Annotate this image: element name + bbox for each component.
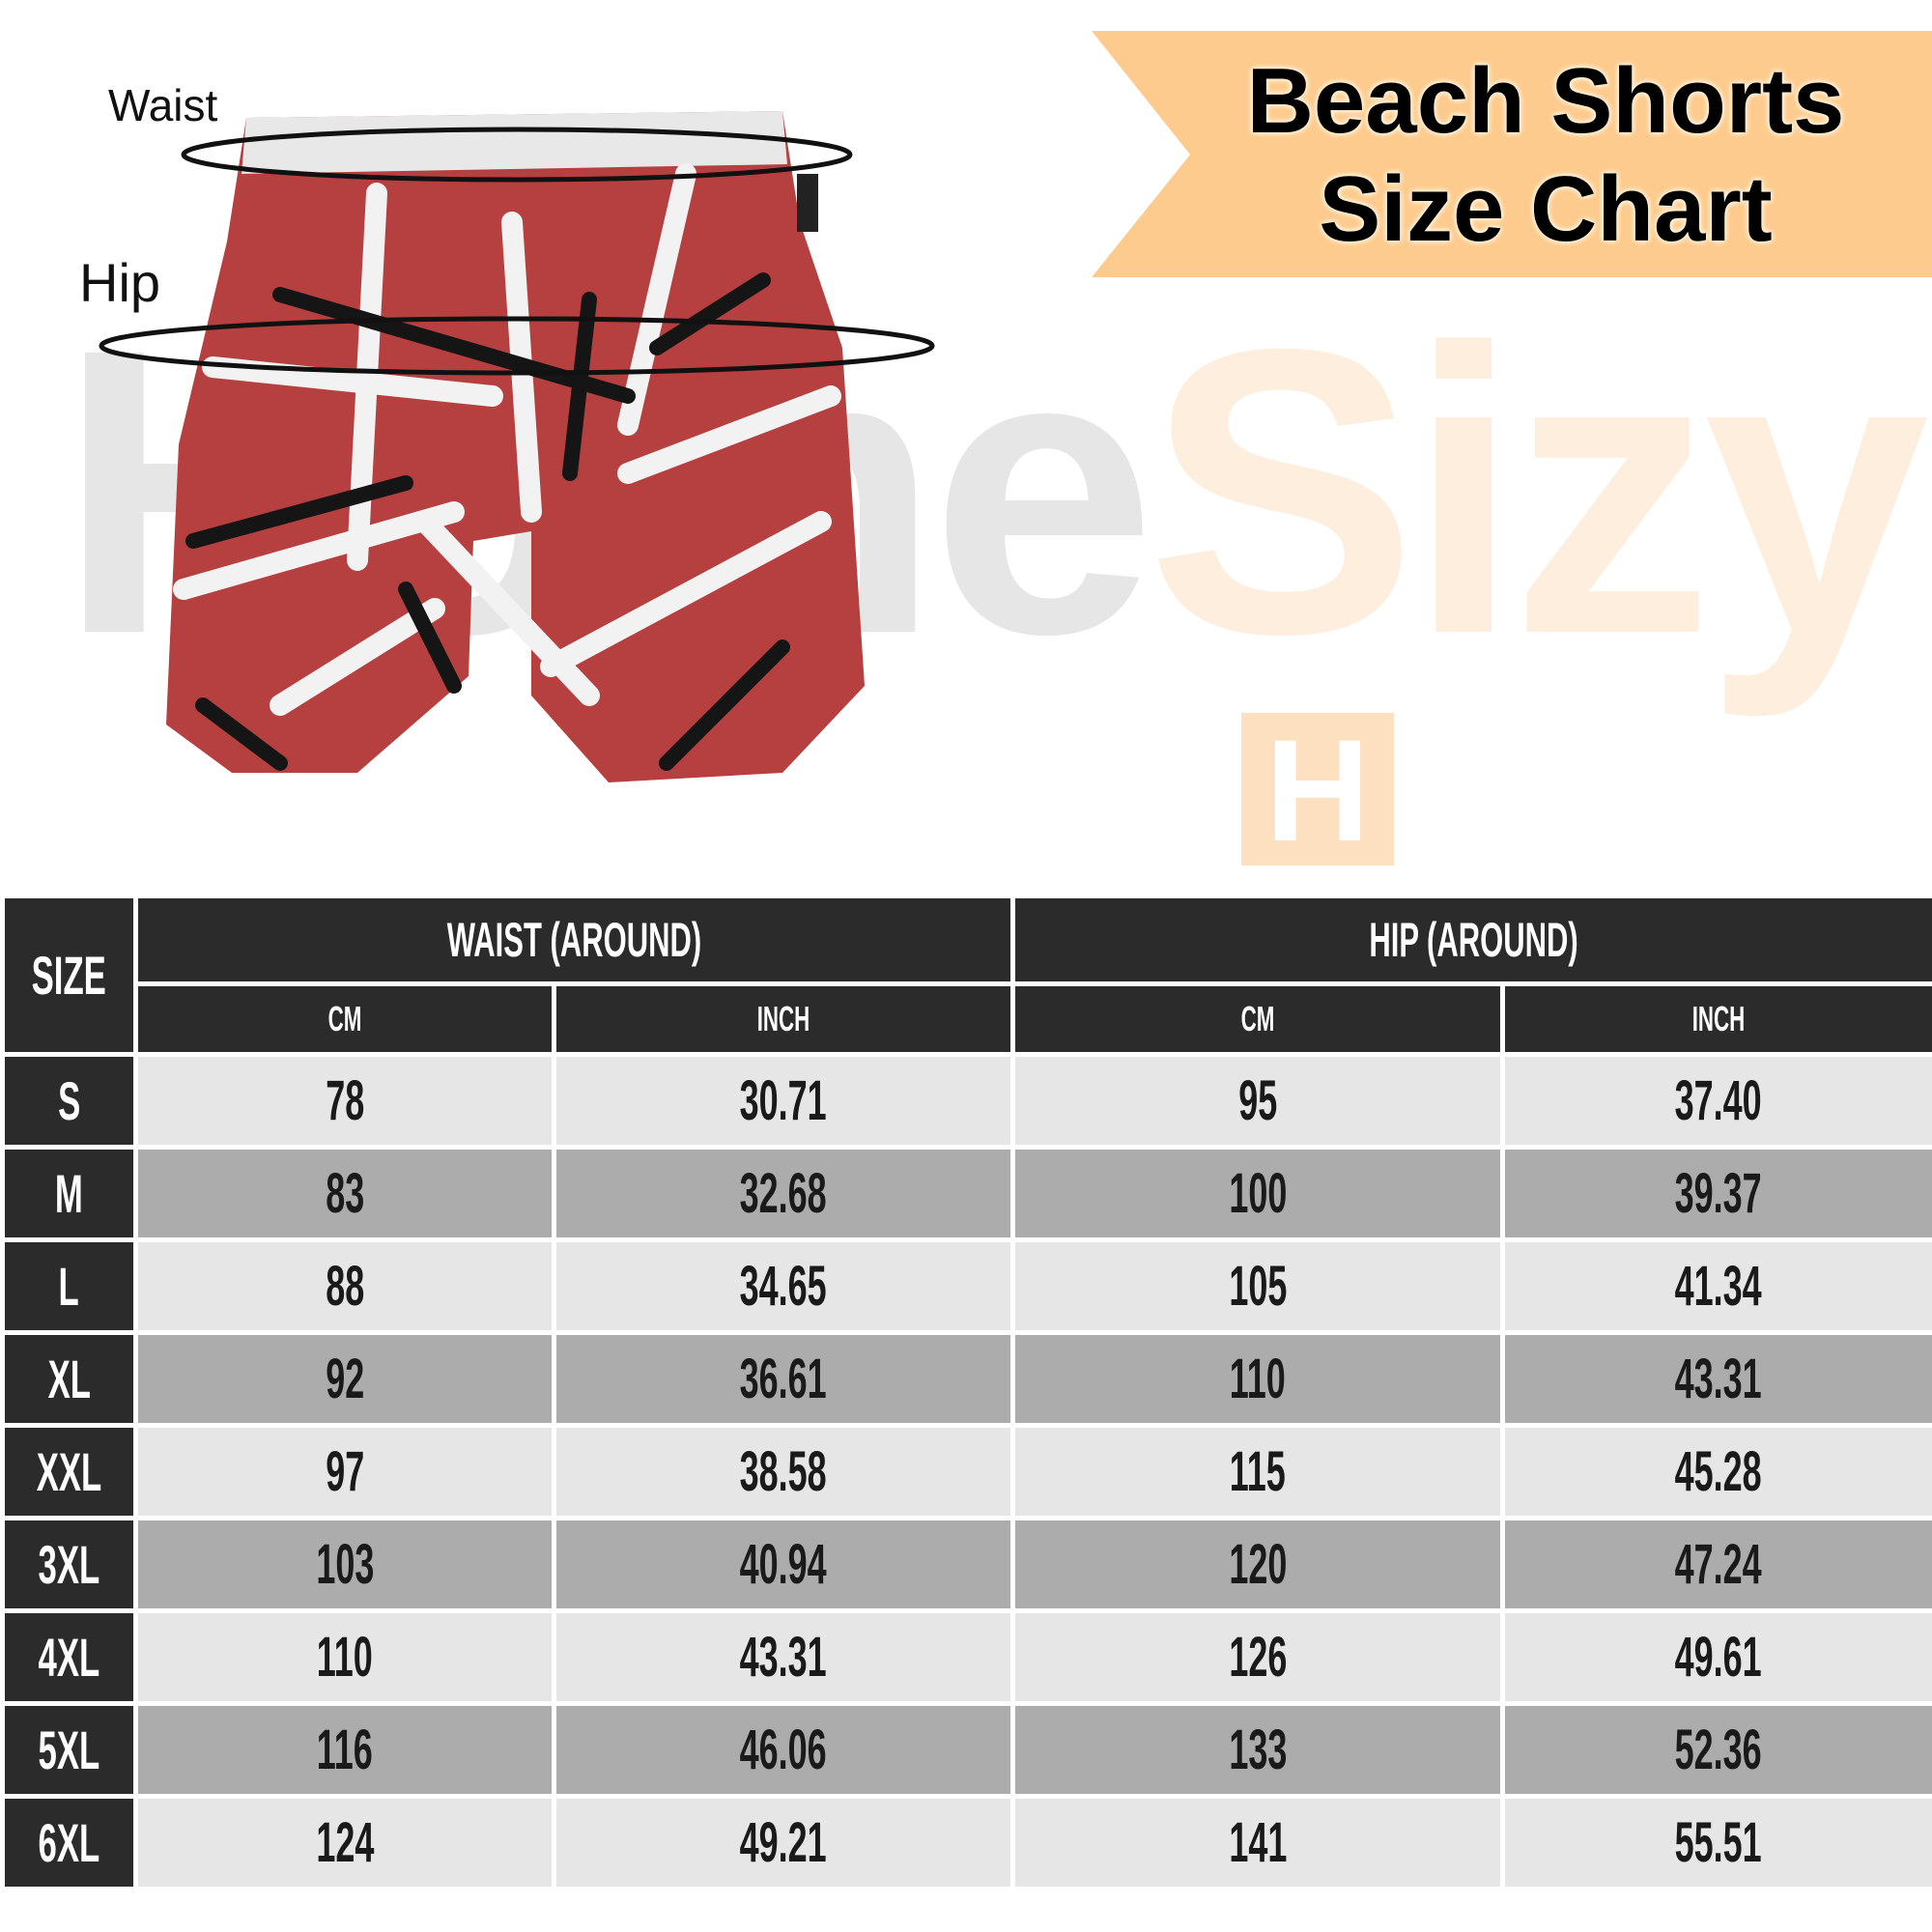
brand-tag <box>797 174 818 232</box>
waist-inch-header: INCH <box>551 981 1016 1057</box>
size-cell: 5XL <box>0 1701 138 1799</box>
hip-measure-line <box>99 316 935 376</box>
hip-cm-cell: 115 <box>1010 1423 1506 1520</box>
waist-inch-cell: 30.71 <box>551 1052 1016 1150</box>
waist-label: Waist <box>108 80 218 130</box>
title-line1: Beach Shorts <box>1246 49 1845 153</box>
waist-cm-cell: 88 <box>133 1237 556 1335</box>
watermark-sizy: Sizy <box>1146 266 1929 719</box>
waist-cm-header: CM <box>133 981 556 1057</box>
hip-inch-cell: 45.28 <box>1500 1423 1932 1520</box>
hip-inch-cell: 55.51 <box>1500 1794 1932 1891</box>
hip-cm-cell: 126 <box>1010 1608 1506 1706</box>
waist-cm-cell: 110 <box>133 1608 556 1706</box>
waist-cm-cell: 78 <box>133 1052 556 1150</box>
table-row: XXL 97 38.58 115 45.28 <box>0 1423 1932 1520</box>
hip-cm-cell: 141 <box>1010 1794 1506 1891</box>
waist-inch-cell: 36.61 <box>551 1330 1016 1428</box>
table-row: 4XL 110 43.31 126 49.61 <box>0 1608 1932 1706</box>
shorts-image <box>99 111 935 782</box>
waist-cm-cell: 124 <box>133 1794 556 1891</box>
size-cell: XL <box>0 1330 138 1428</box>
hip-inch-cell: 47.24 <box>1500 1516 1932 1613</box>
hip-inch-cell: 52.36 <box>1500 1701 1932 1799</box>
hip-group-header: HIP (AROUND) <box>1010 894 1932 986</box>
table-row: 3XL 103 40.94 120 47.24 <box>0 1516 1932 1613</box>
waist-group-header: WAIST (AROUND) <box>132 894 1016 986</box>
size-cell: 6XL <box>0 1794 138 1891</box>
size-cell: M <box>0 1145 138 1242</box>
table-row: S 78 30.71 95 37.40 <box>0 1052 1932 1150</box>
waist-inch-cell: 43.31 <box>551 1608 1016 1706</box>
waist-inch-cell: 38.58 <box>551 1423 1016 1520</box>
hip-cm-header: CM <box>1010 981 1506 1057</box>
waist-inch-cell: 49.21 <box>551 1794 1016 1891</box>
hip-label: Hip <box>79 252 161 313</box>
table-row: 5XL 116 46.06 133 52.36 <box>0 1701 1932 1799</box>
watermark-logo: H <box>1241 713 1394 867</box>
hip-cm-cell: 100 <box>1010 1145 1506 1242</box>
hip-inch-header: INCH <box>1500 981 1932 1057</box>
hip-cm-cell: 105 <box>1010 1237 1506 1335</box>
waist-inch-cell: 34.65 <box>551 1237 1016 1335</box>
size-table: SIZE WAIST (AROUND) HIP (AROUND) CM INCH… <box>0 894 1932 1891</box>
size-cell: S <box>0 1052 138 1150</box>
waist-inch-cell: 46.06 <box>551 1701 1016 1799</box>
hip-cm-cell: 120 <box>1010 1516 1506 1613</box>
hip-inch-cell: 39.37 <box>1500 1145 1932 1242</box>
size-header: SIZE <box>0 894 138 1057</box>
waist-inch-cell: 40.94 <box>551 1516 1016 1613</box>
waist-inch-cell: 32.68 <box>551 1145 1016 1242</box>
table-row: L 88 34.65 105 41.34 <box>0 1237 1932 1335</box>
waist-measure-line <box>181 127 853 183</box>
hip-cm-cell: 95 <box>1010 1052 1506 1150</box>
hip-inch-cell: 37.40 <box>1500 1052 1932 1150</box>
table-row: XL 92 36.61 110 43.31 <box>0 1330 1932 1428</box>
table-row: M 83 32.68 100 39.37 <box>0 1145 1932 1242</box>
size-cell: 3XL <box>0 1516 138 1613</box>
title-banner <box>1092 31 1932 277</box>
hip-cm-cell: 133 <box>1010 1701 1506 1799</box>
waist-cm-cell: 116 <box>133 1701 556 1799</box>
waist-cm-cell: 103 <box>133 1516 556 1613</box>
size-cell: 4XL <box>0 1608 138 1706</box>
size-cell: L <box>0 1237 138 1335</box>
title-line2: Size Chart <box>1319 157 1773 261</box>
hip-inch-cell: 49.61 <box>1500 1608 1932 1706</box>
waist-cm-cell: 97 <box>133 1423 556 1520</box>
waist-cm-cell: 83 <box>133 1145 556 1242</box>
size-cell: XXL <box>0 1423 138 1520</box>
hip-inch-cell: 41.34 <box>1500 1237 1932 1335</box>
hip-cm-cell: 110 <box>1010 1330 1506 1428</box>
table-row: 6XL 124 49.21 141 55.51 <box>0 1794 1932 1891</box>
hip-inch-cell: 43.31 <box>1500 1330 1932 1428</box>
waist-cm-cell: 92 <box>133 1330 556 1428</box>
